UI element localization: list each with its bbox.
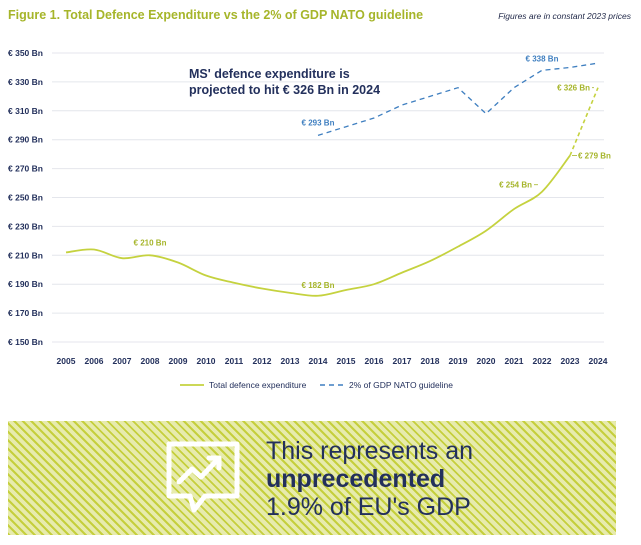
chart-title: Figure 1. Total Defence Expenditure vs t… [8,8,424,22]
chart-growth-icon [166,441,240,513]
annotation: MS' defence expenditure is projected to h… [189,67,380,97]
projection-line [569,87,599,156]
legend-label-nato: 2% of GDP NATO guideline [349,380,453,390]
y-axis: € 150 Bn € 170 Bn € 190 Bn € 210 Bn € 230 Bn… [8,48,43,347]
line-chart: € 150 Bn € 170 Bn € 190 Bn € 210 Bn € 230 Bn… [8,48,611,390]
y-tick-label: € 230 Bn [8,221,43,231]
data-label: € 326 Bn [557,84,590,93]
y-tick-label: € 170 Bn [8,308,43,318]
x-tick-label: 2011 [225,356,244,366]
x-tick-label: 2005 [57,356,76,366]
data-label: € 254 Bn [499,181,532,190]
y-tick-label: € 330 Bn [8,77,43,87]
x-tick-label: 2007 [113,356,132,366]
x-tick-label: 2021 [505,356,524,366]
x-tick-label: 2017 [393,356,412,366]
series-layer [65,62,599,297]
x-tick-label: 2015 [337,356,356,366]
x-tick-label: 2009 [169,356,188,366]
legend-label-total: Total defence expenditure [209,380,307,390]
y-tick-label: € 290 Bn [8,135,43,145]
data-labels: € 210 Bn € 182 Bn € 254 Bn € 279 Bn € 326 Bn… [134,54,611,289]
x-tick-label: 2022 [533,356,552,366]
x-tick-label: 2006 [85,356,104,366]
y-tick-label: € 310 Bn [8,106,43,116]
x-tick-label: 2019 [449,356,468,366]
nato-guideline-line [317,62,599,136]
banner-text: This represents an unprecedented 1.9% of… [266,437,473,521]
annotation-line: projected to hit € 326 Bn in 2024 [189,83,380,97]
y-tick-label: € 210 Bn [8,250,43,260]
x-tick-label: 2018 [421,356,440,366]
y-tick-label: € 150 Bn [8,337,43,347]
x-tick-label: 2024 [589,356,608,366]
legend: Total defence expenditure 2% of GDP NATO … [180,380,453,390]
x-axis: 2005 2006 2007 2008 2009 2010 2011 2012 2013 2014… [57,356,608,366]
total-expenditure-line [65,155,571,297]
banner-line-2: unprecedented [266,465,446,493]
price-note: Figures are in constant 2023 prices [498,11,631,21]
x-tick-label: 2008 [141,356,160,366]
highlight-banner: This represents an unprecedented 1.9% of… [8,421,616,535]
y-tick-label: € 350 Bn [8,48,43,58]
x-tick-label: 2023 [561,356,580,366]
banner-line-1: This represents an [266,437,474,465]
x-tick-label: 2020 [477,356,496,366]
y-tick-label: € 270 Bn [8,164,43,174]
annotation-line: MS' defence expenditure is [189,67,350,81]
y-tick-label: € 250 Bn [8,193,43,203]
y-tick-label: € 190 Bn [8,279,43,289]
banner-line-3: 1.9% of EU's GDP [266,493,471,521]
x-tick-label: 2010 [197,356,216,366]
x-tick-label: 2012 [253,356,272,366]
data-label: € 293 Bn [302,118,335,127]
data-label: € 210 Bn [134,238,167,247]
data-label: € 279 Bn [578,152,611,161]
x-tick-label: 2013 [281,356,300,366]
data-label: € 182 Bn [302,281,335,290]
x-tick-label: 2016 [365,356,384,366]
x-tick-label: 2014 [309,356,328,366]
data-label: € 338 Bn [526,54,559,63]
